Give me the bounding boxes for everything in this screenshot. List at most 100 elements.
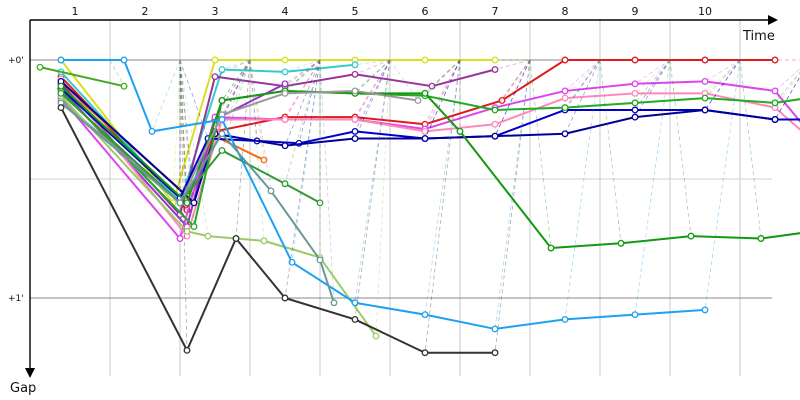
data-point — [218, 130, 226, 138]
series-dash — [704, 59, 741, 111]
data-point — [281, 68, 289, 76]
data-point — [351, 315, 359, 323]
series-dash — [284, 59, 321, 299]
series-dash — [354, 59, 391, 139]
series-dash — [249, 59, 265, 161]
data-point — [288, 258, 296, 266]
data-point — [771, 116, 779, 123]
series-dash — [634, 59, 671, 104]
x-tick-label: 2 — [142, 5, 149, 18]
x-tick-labels: 1 2 3 4 5 6 7 8 9 10 — [72, 5, 713, 18]
data-point — [316, 199, 324, 207]
data-point — [771, 99, 779, 107]
data-point — [372, 332, 380, 340]
series-dash — [529, 59, 552, 249]
data-point — [491, 325, 499, 333]
x-axis-arrow — [768, 15, 778, 25]
series-dash — [494, 59, 531, 108]
y-tick-label: +1' — [8, 294, 24, 304]
data-point — [631, 80, 639, 88]
series-dash — [564, 59, 601, 108]
x-axis-label: Time — [742, 29, 775, 44]
data-point — [351, 116, 359, 123]
data-point — [218, 116, 226, 123]
data-point — [631, 106, 639, 114]
data-point — [36, 63, 44, 71]
data-point — [183, 346, 191, 354]
series-dash — [284, 59, 321, 146]
x-tick-label: 1 — [72, 5, 79, 18]
x-tick-label: 10 — [698, 5, 712, 18]
data-point — [281, 294, 289, 302]
series-dash — [109, 59, 125, 87]
series-dash — [179, 59, 188, 196]
data-point — [631, 56, 639, 64]
series-dash — [375, 59, 391, 337]
data-point — [631, 89, 639, 97]
series-dash — [221, 59, 251, 70]
series-dash — [424, 59, 461, 353]
data-point — [211, 56, 219, 64]
series-dash — [424, 59, 461, 125]
data-point — [701, 106, 709, 114]
data-point — [421, 349, 429, 357]
series-dash — [494, 59, 531, 329]
series-dash — [599, 59, 622, 244]
series-dash — [564, 59, 601, 111]
data-point — [176, 199, 184, 207]
data-point — [281, 116, 289, 123]
series-dash — [354, 59, 391, 66]
series-dash — [634, 59, 671, 315]
x-tick-label: 6 — [422, 5, 429, 18]
series-line — [60, 89, 800, 228]
series-dash — [221, 59, 251, 101]
series-dash — [739, 59, 762, 239]
data-point — [351, 299, 359, 307]
series-dash — [494, 59, 531, 353]
data-point — [281, 80, 289, 88]
data-point — [701, 77, 709, 85]
data-point — [218, 97, 226, 104]
data-point — [57, 56, 65, 64]
series-dash — [501, 59, 531, 101]
data-point — [183, 199, 191, 207]
series-dash — [249, 59, 272, 191]
series-line — [60, 78, 800, 238]
series-dash — [284, 59, 321, 94]
series-dash — [431, 59, 461, 87]
series-dash — [179, 59, 188, 237]
series-dash — [354, 59, 391, 303]
data-point — [421, 135, 429, 142]
data-point — [491, 120, 499, 128]
data-point — [491, 56, 499, 64]
data-point — [190, 199, 198, 207]
series-dash — [774, 76, 800, 120]
series-dash — [704, 59, 741, 111]
series-dash — [424, 59, 461, 94]
data-point — [183, 227, 191, 235]
series — [57, 59, 531, 357]
data-point — [561, 104, 569, 112]
series-dash — [284, 59, 321, 85]
series-dash — [221, 59, 251, 151]
series-dash — [319, 59, 335, 303]
series-group — [36, 56, 800, 357]
series-dash — [179, 59, 188, 203]
series-dash — [669, 59, 692, 237]
series-dash — [494, 59, 531, 70]
series-dash — [284, 59, 321, 92]
series — [36, 59, 128, 90]
series-dash — [774, 73, 800, 108]
series-dash — [172, 59, 181, 203]
series-dash — [221, 59, 251, 134]
series-dash — [221, 59, 251, 120]
series-dash — [704, 59, 741, 82]
data-point — [211, 73, 219, 81]
data-point — [57, 82, 65, 90]
series-dash — [704, 59, 741, 310]
data-point — [421, 89, 429, 97]
series-dash — [284, 59, 321, 92]
series-dash — [354, 59, 391, 132]
x-tick-label: 9 — [632, 5, 639, 18]
